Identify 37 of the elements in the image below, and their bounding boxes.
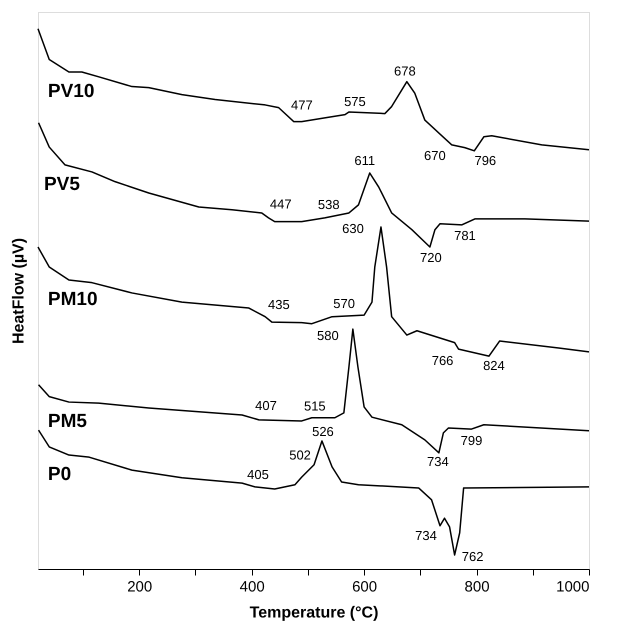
annotation: 538 xyxy=(318,196,340,212)
annotation: 526 xyxy=(312,424,334,439)
annotation: 781 xyxy=(454,228,476,243)
annotation: 670 xyxy=(424,148,446,164)
series-label: PM10 xyxy=(48,288,98,310)
annotation: 762 xyxy=(462,548,484,564)
annotation: 575 xyxy=(344,94,366,109)
x-tick-label: 800 xyxy=(464,578,490,596)
annotation: 766 xyxy=(432,353,454,368)
annotation: 570 xyxy=(333,296,355,312)
x-tick-label: 400 xyxy=(240,578,265,596)
series-label: PV10 xyxy=(48,80,94,102)
annotation: 580 xyxy=(317,328,339,344)
annotation: 515 xyxy=(304,398,326,414)
x-axis-title: Temperature (°C) xyxy=(250,604,378,622)
annotation: 824 xyxy=(483,358,505,374)
annotation: 734 xyxy=(415,528,437,543)
annotation: 720 xyxy=(420,250,442,266)
annotation: 477 xyxy=(290,98,313,113)
x-tick-label: 1000 xyxy=(556,578,590,596)
y-axis-title: HeatFlow (µV) xyxy=(10,238,28,344)
annotation: 435 xyxy=(268,297,290,312)
series-label: PV5 xyxy=(44,174,80,195)
annotation: 630 xyxy=(342,221,364,236)
annotation: 447 xyxy=(270,196,292,212)
x-tick-label: 600 xyxy=(352,578,378,596)
annotation: 611 xyxy=(354,152,376,168)
annotation: 407 xyxy=(255,398,277,413)
annotation: 678 xyxy=(394,64,416,79)
annotation: 405 xyxy=(247,466,269,482)
series-label: PM5 xyxy=(48,411,88,432)
annotation: 502 xyxy=(289,448,311,463)
annotation: 796 xyxy=(474,152,496,168)
annotation: 734 xyxy=(427,454,449,469)
annotation: 799 xyxy=(460,433,482,448)
series-label: P0 xyxy=(48,464,72,486)
x-tick-label: 200 xyxy=(127,578,152,596)
